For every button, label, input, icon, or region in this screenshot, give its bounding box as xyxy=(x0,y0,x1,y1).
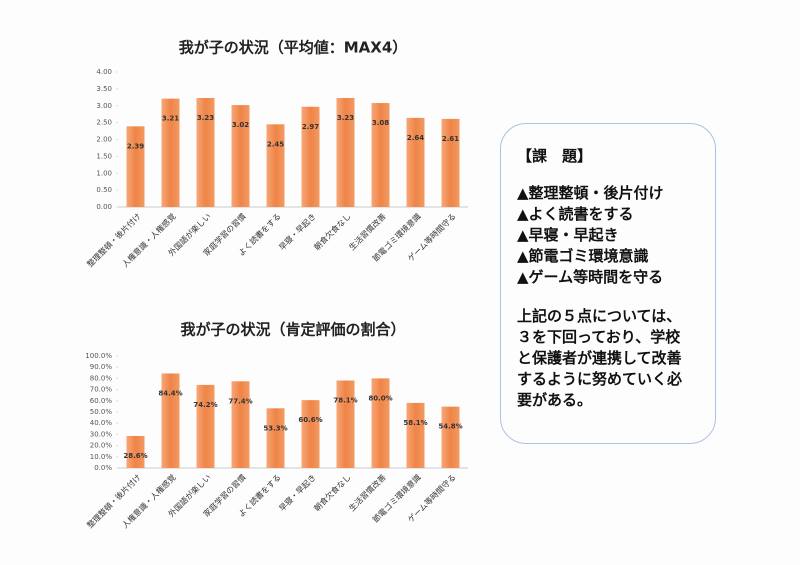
issue-item: ▲早寝・早起き xyxy=(517,226,619,244)
bar xyxy=(161,373,180,468)
y-tick-label: 3.50 xyxy=(96,85,112,93)
bar xyxy=(196,97,215,207)
value-label: 53.3% xyxy=(263,424,287,432)
bar xyxy=(441,118,460,207)
value-label: 2.97 xyxy=(302,123,319,131)
body-line: 要がある。 xyxy=(517,391,593,409)
y-tick-label: 2.00 xyxy=(96,136,112,144)
value-label: 78.1% xyxy=(333,397,357,405)
bar xyxy=(406,117,425,207)
chart-title: 我が子の状況（平均値：MAX4） xyxy=(179,39,408,57)
issues-heading: 【課 題】 xyxy=(517,147,593,165)
value-label: 3.23 xyxy=(337,114,354,122)
bar xyxy=(371,378,390,468)
value-label: 3.08 xyxy=(372,119,389,127)
y-tick-label: 60.0% xyxy=(90,397,113,405)
value-label: 80.0% xyxy=(368,394,392,402)
issues-body: 上記の５点については、 ３を下回っており、学校 と保護者が連携して改善 するように努め… xyxy=(517,306,705,411)
y-tick-label: 100.0% xyxy=(85,352,112,360)
issues-list: ▲整理整頓・後片付け ▲よく読書をする ▲早寝・早起き ▲節電ゴミ環境意識 ▲ゲーム等時… xyxy=(517,183,705,288)
y-tick-label: 20.0% xyxy=(90,442,113,450)
y-tick-label: 4.00 xyxy=(96,68,112,76)
bar xyxy=(161,98,180,207)
value-label: 2.61 xyxy=(442,135,459,143)
value-label: 54.8% xyxy=(438,423,462,431)
body-line: 上記の５点については、 xyxy=(517,307,682,325)
bar xyxy=(231,381,250,468)
y-tick-label: 1.00 xyxy=(96,169,112,177)
value-label: 58.1% xyxy=(403,419,427,427)
body-line: するように努めていく必 xyxy=(517,370,683,388)
issue-item: ▲節電ゴミ環境意識 xyxy=(517,247,649,265)
bar xyxy=(441,406,460,468)
bar xyxy=(336,380,355,468)
y-tick-label: 90.0% xyxy=(90,363,113,371)
y-tick-label: 2.50 xyxy=(96,119,112,127)
bar xyxy=(301,400,320,468)
bar xyxy=(301,106,320,207)
body-line: と保護者が連携して改善 xyxy=(517,349,682,367)
value-label: 2.45 xyxy=(267,140,284,148)
chart-title: 我が子の状況（肯定評価の割合） xyxy=(180,321,405,339)
value-label: 28.6% xyxy=(123,452,147,460)
y-tick-label: 80.0% xyxy=(90,374,113,382)
bar xyxy=(406,402,425,468)
value-label: 77.4% xyxy=(228,397,252,405)
issue-item: ▲よく読書をする xyxy=(517,205,634,223)
y-tick-label: 30.0% xyxy=(90,430,113,438)
value-label: 84.4% xyxy=(158,389,182,397)
issues-box: 【課 題】 ▲整理整頓・後片付け ▲よく読書をする ▲早寝・早起き ▲節電ゴミ環境意識… xyxy=(500,123,716,444)
y-tick-label: 0.00 xyxy=(96,203,112,211)
value-label: 2.39 xyxy=(127,142,144,150)
bar xyxy=(196,384,215,468)
y-tick-label: 0.50 xyxy=(96,186,112,194)
y-tick-label: 1.50 xyxy=(96,152,112,160)
bar xyxy=(231,105,250,207)
bar xyxy=(371,103,390,207)
value-label: 3.21 xyxy=(162,115,179,123)
issue-item: ▲ゲーム等時間を守る xyxy=(517,268,664,286)
value-label: 2.64 xyxy=(407,134,424,142)
y-tick-label: 3.00 xyxy=(96,102,112,110)
value-label: 3.02 xyxy=(232,121,249,129)
bar xyxy=(266,124,285,207)
bar xyxy=(336,97,355,207)
body-line: ３を下回っており、学校 xyxy=(517,328,681,346)
y-tick-label: 70.0% xyxy=(90,386,113,394)
bar xyxy=(126,126,145,207)
y-tick-label: 0.0% xyxy=(94,464,112,472)
issue-item: ▲整理整頓・後片付け xyxy=(517,184,664,202)
bar xyxy=(126,435,145,468)
bar xyxy=(266,408,285,468)
value-label: 3.23 xyxy=(197,114,214,122)
value-label: 60.6% xyxy=(298,416,322,424)
y-tick-label: 10.0% xyxy=(90,453,113,461)
value-label: 74.2% xyxy=(193,401,217,409)
y-tick-label: 50.0% xyxy=(90,408,113,416)
y-tick-label: 40.0% xyxy=(90,419,113,427)
